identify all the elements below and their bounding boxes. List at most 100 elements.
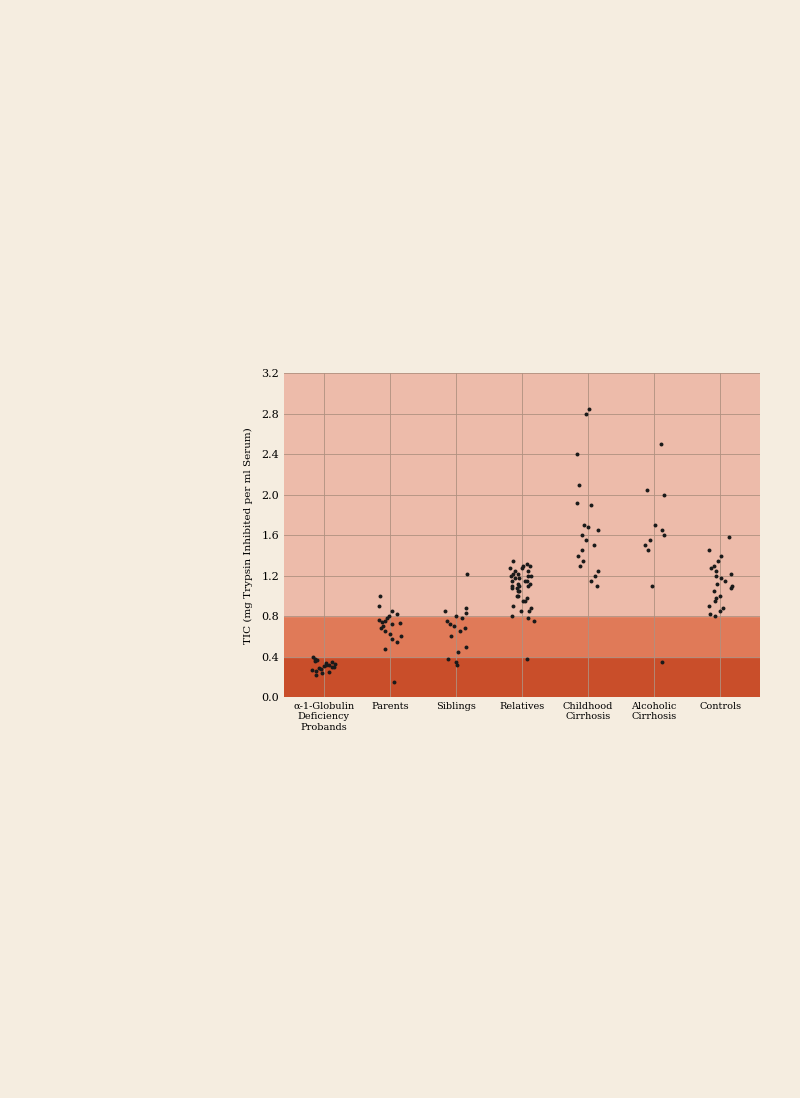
Point: [519, 592, 532, 609]
Point: [705, 559, 718, 576]
Point: [592, 562, 605, 580]
Point: [511, 575, 524, 593]
Point: [450, 607, 462, 625]
Point: [522, 609, 535, 627]
Point: [710, 562, 723, 580]
Point: [375, 614, 388, 631]
Point: [310, 666, 322, 684]
Point: [511, 582, 524, 600]
Point: [590, 578, 603, 595]
Point: [657, 486, 670, 504]
Point: [709, 607, 722, 625]
Point: [306, 648, 319, 665]
Point: [459, 619, 472, 637]
Point: [322, 663, 335, 681]
Point: [510, 579, 523, 596]
Point: [522, 567, 535, 584]
Point: [459, 600, 472, 617]
Point: [718, 572, 731, 590]
Point: [373, 612, 386, 629]
Point: [511, 565, 524, 583]
Point: [515, 559, 528, 576]
Point: [572, 547, 585, 564]
Point: [582, 400, 595, 417]
Point: [643, 531, 656, 549]
Point: [709, 590, 722, 607]
Point: [329, 656, 342, 673]
Point: [454, 623, 466, 640]
Point: [710, 575, 723, 593]
Point: [570, 446, 583, 463]
Point: [515, 603, 528, 620]
Point: [320, 654, 333, 672]
Point: [386, 603, 398, 620]
Point: [518, 572, 531, 590]
Point: [703, 597, 716, 615]
Point: [521, 572, 534, 590]
Point: [380, 609, 393, 627]
Point: [318, 657, 330, 674]
Point: [512, 582, 525, 600]
Point: [589, 567, 602, 584]
Point: [572, 475, 585, 493]
Point: [585, 496, 598, 514]
Point: [707, 557, 720, 574]
Point: [649, 516, 662, 534]
Point: [714, 569, 727, 586]
Point: [521, 590, 534, 607]
Point: [450, 653, 462, 671]
Point: [714, 587, 726, 605]
Point: [320, 656, 333, 673]
Point: [314, 660, 327, 677]
Point: [506, 572, 518, 590]
Point: [378, 623, 391, 640]
Point: [522, 562, 534, 580]
Point: [508, 569, 521, 586]
Point: [703, 605, 716, 623]
Point: [506, 565, 519, 583]
Point: [714, 603, 726, 620]
Point: [310, 662, 322, 680]
Point: [725, 578, 738, 595]
Point: [386, 630, 398, 648]
Point: [386, 616, 399, 634]
Point: [525, 600, 538, 617]
Point: [710, 567, 722, 584]
Point: [382, 607, 395, 625]
Point: [326, 658, 338, 675]
Point: [506, 552, 519, 570]
Point: [390, 632, 403, 650]
Bar: [284, 616, 760, 657]
Point: [702, 541, 715, 559]
Point: [506, 579, 518, 596]
Point: [725, 565, 738, 583]
Point: [388, 673, 401, 691]
Point: [638, 537, 651, 554]
Point: [510, 587, 523, 605]
Point: [373, 597, 386, 615]
Point: [709, 592, 722, 609]
Point: [513, 578, 526, 595]
Point: [655, 522, 668, 539]
Point: [452, 643, 465, 661]
Point: [376, 617, 389, 635]
Point: [310, 651, 323, 669]
Point: [640, 481, 653, 498]
Point: [577, 552, 590, 570]
Point: [374, 587, 386, 605]
Point: [512, 569, 525, 586]
Point: [588, 537, 601, 554]
Point: [445, 628, 458, 646]
Point: [309, 650, 322, 668]
Point: [378, 613, 391, 630]
Point: [504, 559, 517, 576]
Point: [591, 522, 604, 539]
Point: [646, 578, 659, 595]
Point: [506, 578, 518, 595]
Point: [390, 605, 403, 623]
Point: [506, 607, 518, 625]
Bar: [284, 657, 760, 697]
Point: [570, 494, 583, 512]
Point: [708, 582, 721, 600]
Point: [717, 600, 730, 617]
